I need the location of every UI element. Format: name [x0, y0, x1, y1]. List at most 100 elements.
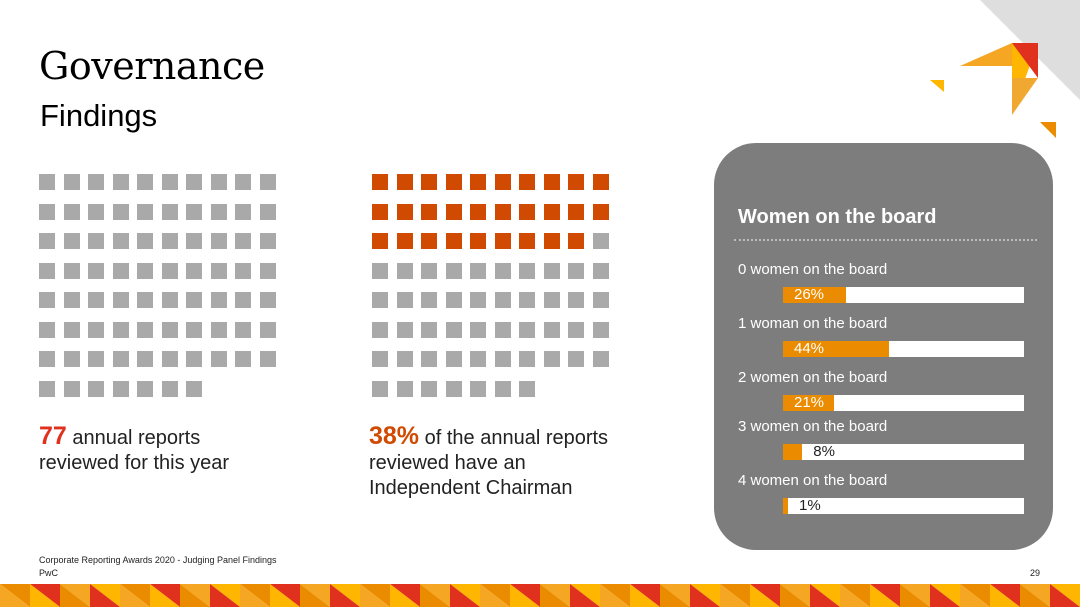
waffle-square	[470, 380, 486, 397]
waffle-square	[112, 203, 129, 220]
bar-track: 26%	[783, 287, 1024, 303]
waffle-square	[259, 203, 276, 220]
waffle-square	[421, 262, 437, 279]
bar-category-label: 4 women on the board	[738, 472, 888, 489]
waffle-square-highlighted	[592, 203, 609, 220]
waffle-square	[494, 380, 511, 397]
waffle-square	[543, 351, 560, 367]
waffle-square	[519, 380, 535, 397]
waffle-square-highlighted	[421, 203, 437, 220]
waffle-square	[63, 380, 80, 397]
stat-reports-line1: annual reports	[66, 427, 201, 449]
waffle-square	[568, 321, 584, 338]
waffle-square	[112, 292, 129, 308]
waffle-square	[494, 292, 511, 308]
waffle-square	[112, 380, 129, 397]
waffle-square	[63, 262, 80, 279]
waffle-square	[372, 321, 388, 338]
bar-fill	[783, 395, 834, 411]
bar-track: 8%	[783, 444, 1024, 460]
waffle-square	[235, 233, 251, 249]
waffle-square	[137, 321, 153, 338]
stat-reports-text: 77 annual reports reviewed for this year	[39, 424, 229, 476]
waffle-square	[88, 380, 104, 397]
bar-category-label: 3 women on the board	[738, 418, 888, 435]
waffle-square	[372, 262, 388, 279]
bar-category-label: 1 woman on the board	[738, 315, 888, 332]
waffle-square-highlighted	[372, 233, 388, 249]
waffle-square	[372, 351, 388, 367]
bar-category-label: 2 women on the board	[738, 369, 888, 386]
waffle-square	[210, 233, 227, 249]
waffle-square	[235, 203, 251, 220]
stat-chairman-number: 38%	[369, 422, 420, 450]
waffle-square	[235, 351, 251, 367]
waffle-square-highlighted	[494, 203, 511, 220]
bar-fill	[783, 498, 788, 514]
waffle-square	[543, 321, 560, 338]
waffle-square-highlighted	[543, 233, 560, 249]
waffle-square-highlighted	[470, 233, 486, 249]
footer-report-title: Corporate Reporting Awards 2020 - Judgin…	[39, 555, 277, 565]
waffle-square	[259, 321, 276, 338]
waffle-square	[161, 321, 178, 338]
waffle-square	[421, 380, 437, 397]
waffle-square	[396, 351, 413, 367]
page-subtitle: Findings	[40, 98, 158, 133]
waffle-square-highlighted	[568, 203, 584, 220]
waffle-square	[186, 292, 202, 308]
stat-chairman-line2: reviewed have an	[369, 452, 526, 474]
waffle-square	[88, 321, 104, 338]
waffle-square-highlighted	[445, 203, 462, 220]
waffle-square	[88, 233, 104, 249]
stat-reports-line2: reviewed for this year	[39, 452, 230, 474]
waffle-square	[210, 351, 227, 367]
waffle-square	[421, 321, 437, 338]
waffle-square-highlighted	[470, 203, 486, 220]
waffle-square-highlighted	[396, 174, 413, 190]
waffle-square	[161, 174, 178, 190]
waffle-square	[259, 233, 276, 249]
waffle-square	[137, 203, 153, 220]
waffle-square	[470, 292, 486, 308]
waffle-square	[568, 262, 584, 279]
waffle-square	[186, 233, 202, 249]
waffle-square	[259, 174, 276, 190]
waffle-square	[161, 233, 178, 249]
waffle-square-highlighted	[494, 233, 511, 249]
waffle-square-highlighted	[519, 233, 535, 249]
stat-chairman-line3: Independent Chairman	[369, 477, 573, 499]
waffle-square	[235, 321, 251, 338]
bar-fill	[783, 341, 890, 357]
waffle-square	[421, 351, 437, 367]
waffle-square	[63, 233, 80, 249]
bar-value-label: 44%	[794, 340, 825, 357]
stat-chairman-line1: of the annual reports	[419, 427, 609, 449]
decorative-stripe	[0, 584, 1080, 607]
waffle-square	[39, 203, 55, 220]
waffle-square	[519, 321, 535, 338]
waffle-square-highlighted	[543, 203, 560, 220]
waffle-square-highlighted	[421, 174, 437, 190]
waffle-square	[519, 351, 535, 367]
waffle-square	[88, 292, 104, 308]
waffle-square	[592, 351, 609, 367]
waffle-square	[186, 321, 202, 338]
bar-value-label: 1%	[799, 497, 821, 514]
waffle-square	[39, 262, 55, 279]
waffle-square	[470, 262, 486, 279]
waffle-square	[39, 292, 55, 308]
waffle-square	[494, 321, 511, 338]
bar-track: 21%	[783, 395, 1024, 411]
waffle-square	[396, 380, 413, 397]
bar-category-label: 0 women on the board	[738, 261, 888, 278]
waffle-square	[112, 351, 129, 367]
waffle-square-highlighted	[470, 174, 486, 190]
waffle-square-highlighted	[445, 233, 462, 249]
waffle-square	[137, 380, 153, 397]
waffle-square-highlighted	[396, 203, 413, 220]
waffle-square	[88, 203, 104, 220]
waffle-square	[39, 351, 55, 367]
waffle-square	[63, 351, 80, 367]
women-chart-title: Women on the board	[738, 206, 937, 228]
